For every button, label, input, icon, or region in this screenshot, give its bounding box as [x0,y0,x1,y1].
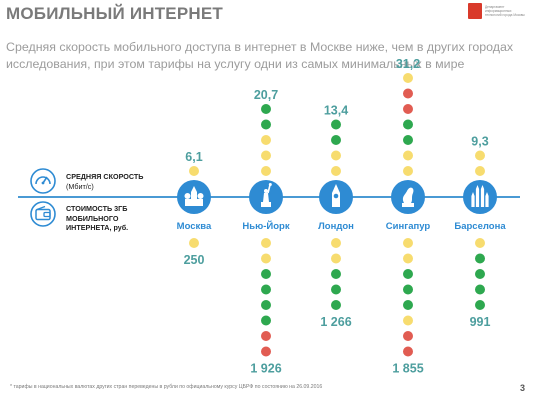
logo-text: Департамент информационных технологий го… [485,5,525,18]
speed-dot [403,135,413,145]
city-label: Лондон [318,221,354,232]
speed-dot [403,166,413,176]
speed-dot [261,150,271,161]
cost-dot [403,315,413,326]
cost-legend-line-3: ИНТЕРНЕТА, руб. [66,223,129,232]
speed-dot [261,135,271,145]
statue-of-liberty-icon [249,180,283,214]
cost-dot [403,238,413,248]
speed-dot [403,88,413,99]
cost-dot [261,253,271,264]
speed-value-label: 13,4 [324,104,348,118]
city-label: Нью-Йорк [242,220,289,232]
big-ben-icon [319,180,353,214]
city-label: Сингапур [386,221,431,232]
merlion-icon [391,180,425,214]
cost-value-label: 250 [184,253,205,267]
speed-dot [403,73,413,83]
speed-dot [261,119,271,130]
cost-dot [189,238,199,248]
kremlin-icon [177,180,211,214]
cost-dot [403,253,413,264]
speed-value-label: 9,3 [471,135,488,149]
city-label: Москва [177,221,212,232]
cost-dot [261,331,271,341]
speed-dot [475,166,485,176]
speed-legend-line-1: СРЕДНЯЯ СКОРОСТЬ [66,172,144,181]
speed-dot [331,119,341,130]
cost-dot [331,269,341,279]
cost-legend-line-1: СТОИМОСТЬ 3ГБ [66,204,128,213]
cost-dot [261,284,271,295]
cost-dot [261,269,271,279]
cost-dot [403,331,413,341]
cost-dot [475,300,485,310]
cost-dot [403,284,413,295]
cost-dot [261,346,271,357]
speed-dot [331,150,341,161]
speed-dot [403,119,413,130]
speed-value-label: 20,7 [254,88,278,102]
cost-dot [331,300,341,310]
speed-dot [261,104,271,114]
cost-value-label: 1 926 [250,362,281,376]
cost-dot [403,269,413,279]
subtitle-line-2: исследования, при этом тарифы на услугу … [6,57,465,71]
speed-legend-label: СРЕДНЯЯ СКОРОСТЬ (Мбит/с) [66,172,143,191]
speed-value-label: 31,2 [396,57,420,71]
speed-dot [331,135,341,145]
cost-dot [475,238,485,248]
cost-dot [331,238,341,248]
speed-dot [403,104,413,114]
subtitle-line-1: Средняя скорость мобильного доступа в ин… [6,40,514,54]
cost-value-label: 1 855 [392,362,423,376]
cost-dot [403,300,413,310]
cost-dot [475,284,485,295]
page-subtitle: Средняя скорость мобильного доступа в ин… [6,39,526,73]
cost-value-label: 1 266 [320,315,351,329]
logo-mark-icon [468,3,482,19]
city-label: Барселона [454,221,506,232]
cost-value-label: 991 [470,315,491,329]
cost-legend-label: СТОИМОСТЬ 3ГБ МОБИЛЬНОГО ИНТЕРНЕТА, руб. [66,204,128,233]
cost-dot [475,269,485,279]
wallet-icon [30,201,56,227]
page-title: МОБИЛЬНЫЙ ИНТЕРНЕТ [6,4,223,23]
speed-dot [403,150,413,161]
footnote: * тарифы в национальных валютах других с… [10,384,323,390]
speedometer-icon [30,168,56,194]
speed-legend-line-2: (Мбит/с) [66,181,94,191]
speed-dot [475,150,485,161]
speed-dot [261,166,271,176]
sagrada-familia-icon [463,180,497,214]
speed-value-label: 6,1 [185,150,202,164]
speed-dot [189,166,199,176]
speed-dot [331,166,341,176]
cost-dot [261,238,271,248]
cost-dot [331,253,341,264]
department-logo: Департамент информационных технологий го… [468,3,528,39]
cost-dot [331,284,341,295]
page-number: 3 [520,383,526,393]
cost-dot [261,300,271,310]
cost-dot [261,315,271,326]
cost-dot [403,346,413,357]
cost-legend-line-2: МОБИЛЬНОГО [66,213,119,223]
cost-dot [475,253,485,264]
